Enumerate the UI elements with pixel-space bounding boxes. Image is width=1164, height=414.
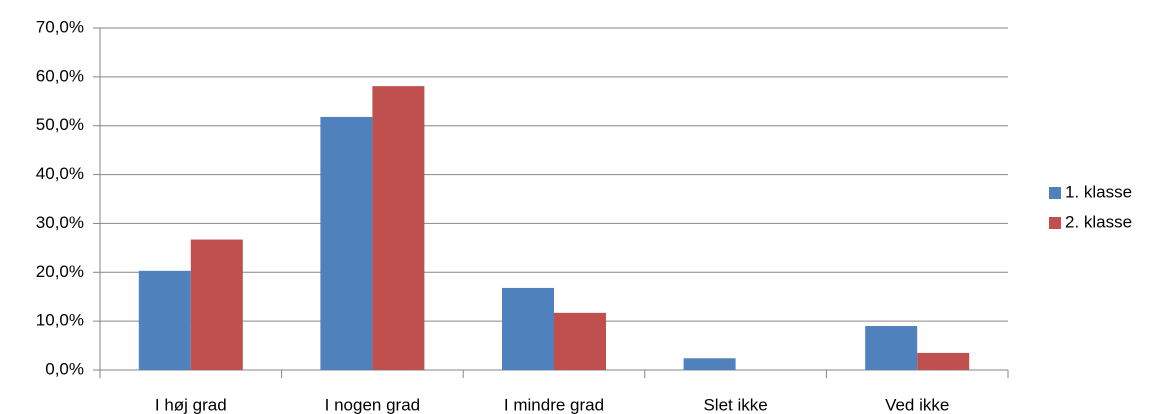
bar (502, 287, 554, 370)
bar (683, 358, 736, 370)
legend-swatch (1049, 217, 1061, 229)
y-tick-label: 70,0% (36, 17, 84, 36)
y-tick-label: 50,0% (36, 115, 84, 134)
y-tick-label: 40,0% (36, 164, 84, 183)
y-tick-label: 0,0% (45, 359, 84, 378)
x-tick-label: I høj grad (155, 395, 227, 414)
bar (554, 312, 606, 370)
x-tick-label: Slet ikke (703, 395, 767, 414)
legend-label: 1. klasse (1065, 182, 1132, 201)
bar (372, 86, 425, 370)
y-tick-label: 60,0% (36, 66, 84, 85)
legend-swatch (1049, 187, 1061, 199)
x-tick-label: I mindre grad (504, 395, 604, 414)
bar (320, 116, 373, 370)
bar (190, 239, 243, 370)
legend-label: 2. klasse (1065, 212, 1132, 231)
y-tick-label: 20,0% (36, 262, 84, 281)
y-tick-label: 10,0% (36, 311, 84, 330)
x-tick-label: I nogen grad (325, 395, 420, 414)
bar (865, 326, 918, 370)
bar (138, 270, 191, 370)
y-tick-label: 30,0% (36, 213, 84, 232)
bar (917, 352, 970, 370)
x-tick-label: Ved ikke (885, 395, 949, 414)
